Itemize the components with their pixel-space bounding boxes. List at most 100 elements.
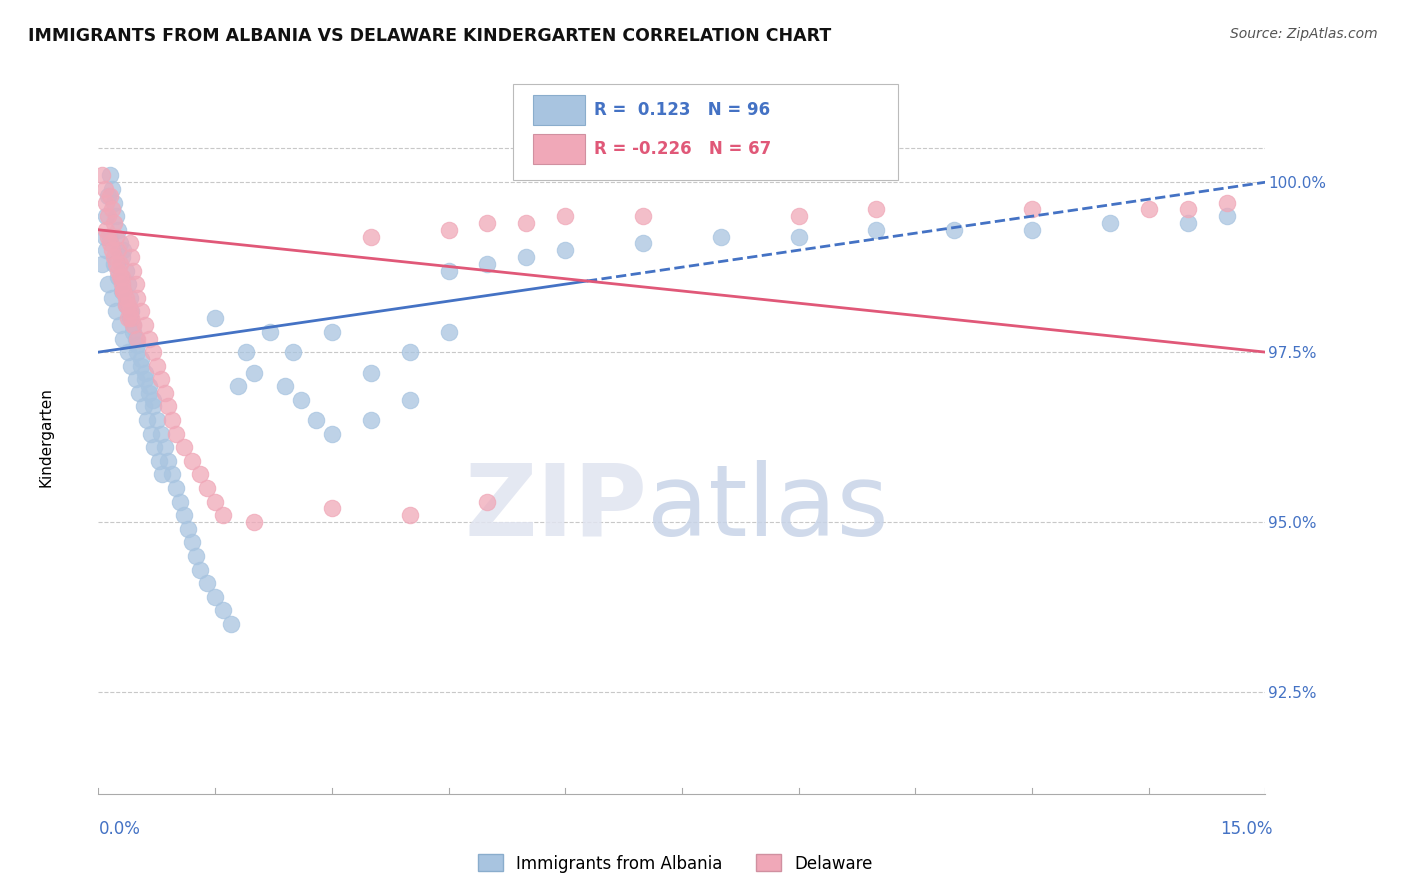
Text: atlas: atlas	[647, 460, 889, 557]
Point	[134, 318, 156, 332]
Point	[127, 332, 149, 346]
Point	[149, 372, 172, 386]
Point	[91, 257, 114, 271]
Point	[127, 338, 149, 352]
Point	[153, 440, 176, 454]
Point	[104, 304, 127, 318]
Point	[477, 494, 499, 508]
Point	[128, 385, 150, 400]
Point	[146, 413, 169, 427]
Point	[120, 304, 142, 318]
Point	[554, 209, 576, 223]
Point	[398, 345, 420, 359]
Point	[129, 304, 152, 318]
Point	[437, 263, 460, 277]
Point	[1021, 223, 1043, 237]
Text: R =  0.123   N = 96: R = 0.123 N = 96	[595, 102, 770, 120]
Point	[114, 291, 136, 305]
Point	[129, 351, 152, 366]
Point	[101, 182, 124, 196]
Point	[107, 263, 129, 277]
Point	[111, 277, 134, 292]
Point	[122, 263, 145, 277]
Point	[118, 311, 141, 326]
Point	[360, 366, 382, 380]
Point	[321, 325, 343, 339]
Point	[104, 209, 127, 223]
Point	[1137, 202, 1160, 217]
Point	[107, 223, 129, 237]
Point	[228, 379, 250, 393]
Point	[865, 202, 887, 217]
Point	[212, 508, 235, 523]
Point	[437, 325, 460, 339]
Point	[153, 385, 176, 400]
Point	[142, 345, 165, 359]
Point	[101, 243, 124, 257]
Point	[188, 563, 211, 577]
Point	[173, 508, 195, 523]
Point	[1098, 216, 1121, 230]
Point	[134, 366, 156, 380]
Point	[138, 385, 160, 400]
Point	[150, 467, 173, 482]
FancyBboxPatch shape	[513, 84, 898, 180]
Point	[477, 216, 499, 230]
Point	[98, 189, 121, 203]
Point	[212, 603, 235, 617]
Point	[122, 318, 145, 332]
Point	[108, 236, 131, 251]
Point	[103, 216, 125, 230]
Point	[243, 515, 266, 529]
Point	[104, 257, 127, 271]
Point	[169, 494, 191, 508]
Point	[114, 297, 136, 311]
Point	[96, 243, 118, 257]
Point	[93, 182, 115, 196]
Point	[274, 379, 297, 393]
Point	[112, 284, 135, 298]
Point	[97, 277, 120, 292]
Point	[554, 243, 576, 257]
Point	[157, 400, 180, 414]
Point	[162, 467, 184, 482]
Point	[96, 195, 118, 210]
Point	[321, 501, 343, 516]
Point	[98, 229, 121, 244]
Point	[120, 311, 142, 326]
Point	[111, 284, 134, 298]
Point	[1215, 209, 1237, 223]
Point	[188, 467, 211, 482]
Point	[97, 209, 120, 223]
Point	[132, 400, 155, 414]
Point	[235, 345, 257, 359]
Point	[98, 236, 121, 251]
Point	[120, 359, 142, 373]
Point	[125, 372, 148, 386]
Point	[141, 426, 163, 441]
Point	[787, 209, 810, 223]
Point	[138, 379, 160, 393]
Point	[134, 372, 156, 386]
Point	[148, 454, 170, 468]
Point	[305, 413, 328, 427]
Point	[142, 392, 165, 407]
Point	[114, 263, 136, 277]
Point	[114, 297, 136, 311]
Point	[127, 345, 149, 359]
Point	[477, 257, 499, 271]
Point	[149, 426, 172, 441]
Point	[710, 229, 733, 244]
Point	[142, 400, 165, 414]
Point	[943, 223, 966, 237]
Point	[120, 250, 142, 264]
Point	[146, 359, 169, 373]
Point	[204, 311, 226, 326]
Point	[398, 392, 420, 407]
Point	[631, 236, 654, 251]
Point	[1215, 195, 1237, 210]
Point	[173, 440, 195, 454]
Point	[111, 270, 134, 285]
Point	[157, 454, 180, 468]
Text: ZIP: ZIP	[464, 460, 647, 557]
